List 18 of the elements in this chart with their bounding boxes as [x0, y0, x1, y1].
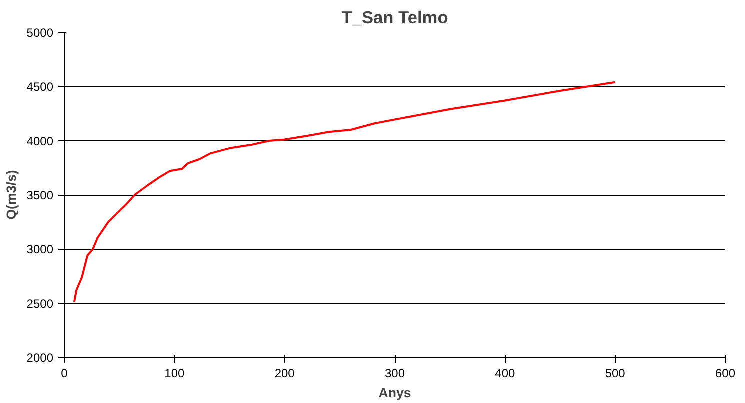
y-axis-title: Q(m3/s) — [4, 170, 19, 220]
x-tick-label: 400 — [495, 366, 516, 380]
chart-title: T_San Telmo — [342, 8, 448, 28]
x-tick-label: 100 — [164, 366, 186, 380]
x-tick-label: 0 — [61, 366, 68, 380]
x-tick-label: 600 — [715, 366, 736, 380]
x-tick-label: 200 — [274, 366, 296, 380]
y-tick-label: 3500 — [26, 188, 54, 202]
y-tick-label: 4500 — [26, 80, 54, 94]
y-tick-label: 2000 — [26, 351, 54, 365]
y-tick-label: 3000 — [26, 242, 54, 257]
y-tick-label: 5000 — [26, 26, 54, 40]
y-tick-label: 2500 — [26, 296, 54, 311]
x-axis-title: Anys — [378, 386, 412, 400]
x-tick-label: 500 — [605, 366, 626, 380]
line-series — [73, 81, 616, 304]
y-tick-label: 4000 — [26, 134, 54, 148]
x-tick-label: 300 — [384, 366, 406, 380]
